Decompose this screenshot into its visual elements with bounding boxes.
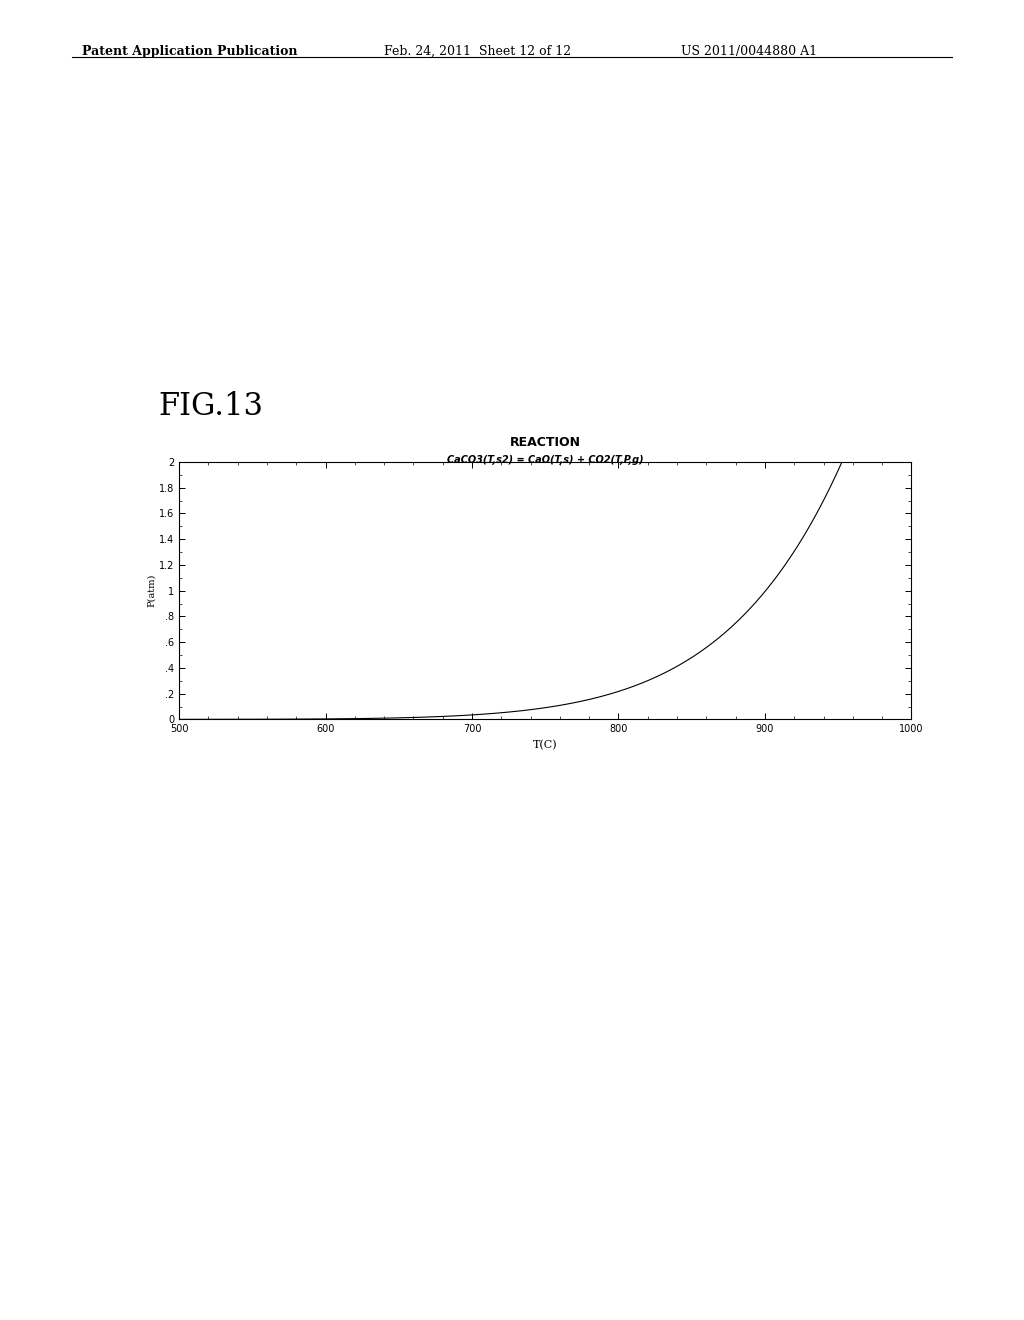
Text: US 2011/0044880 A1: US 2011/0044880 A1 — [681, 45, 817, 58]
X-axis label: T(C): T(C) — [532, 739, 558, 750]
Text: FIG.13: FIG.13 — [159, 392, 264, 422]
Text: Patent Application Publication: Patent Application Publication — [82, 45, 297, 58]
Text: CaCO3(T,s2) = CaO(T,s) + CO2(T,P,g): CaCO3(T,s2) = CaO(T,s) + CO2(T,P,g) — [446, 454, 644, 465]
Text: Feb. 24, 2011  Sheet 12 of 12: Feb. 24, 2011 Sheet 12 of 12 — [384, 45, 571, 58]
Y-axis label: P(atm): P(atm) — [147, 574, 157, 607]
Text: REACTION: REACTION — [510, 436, 581, 449]
